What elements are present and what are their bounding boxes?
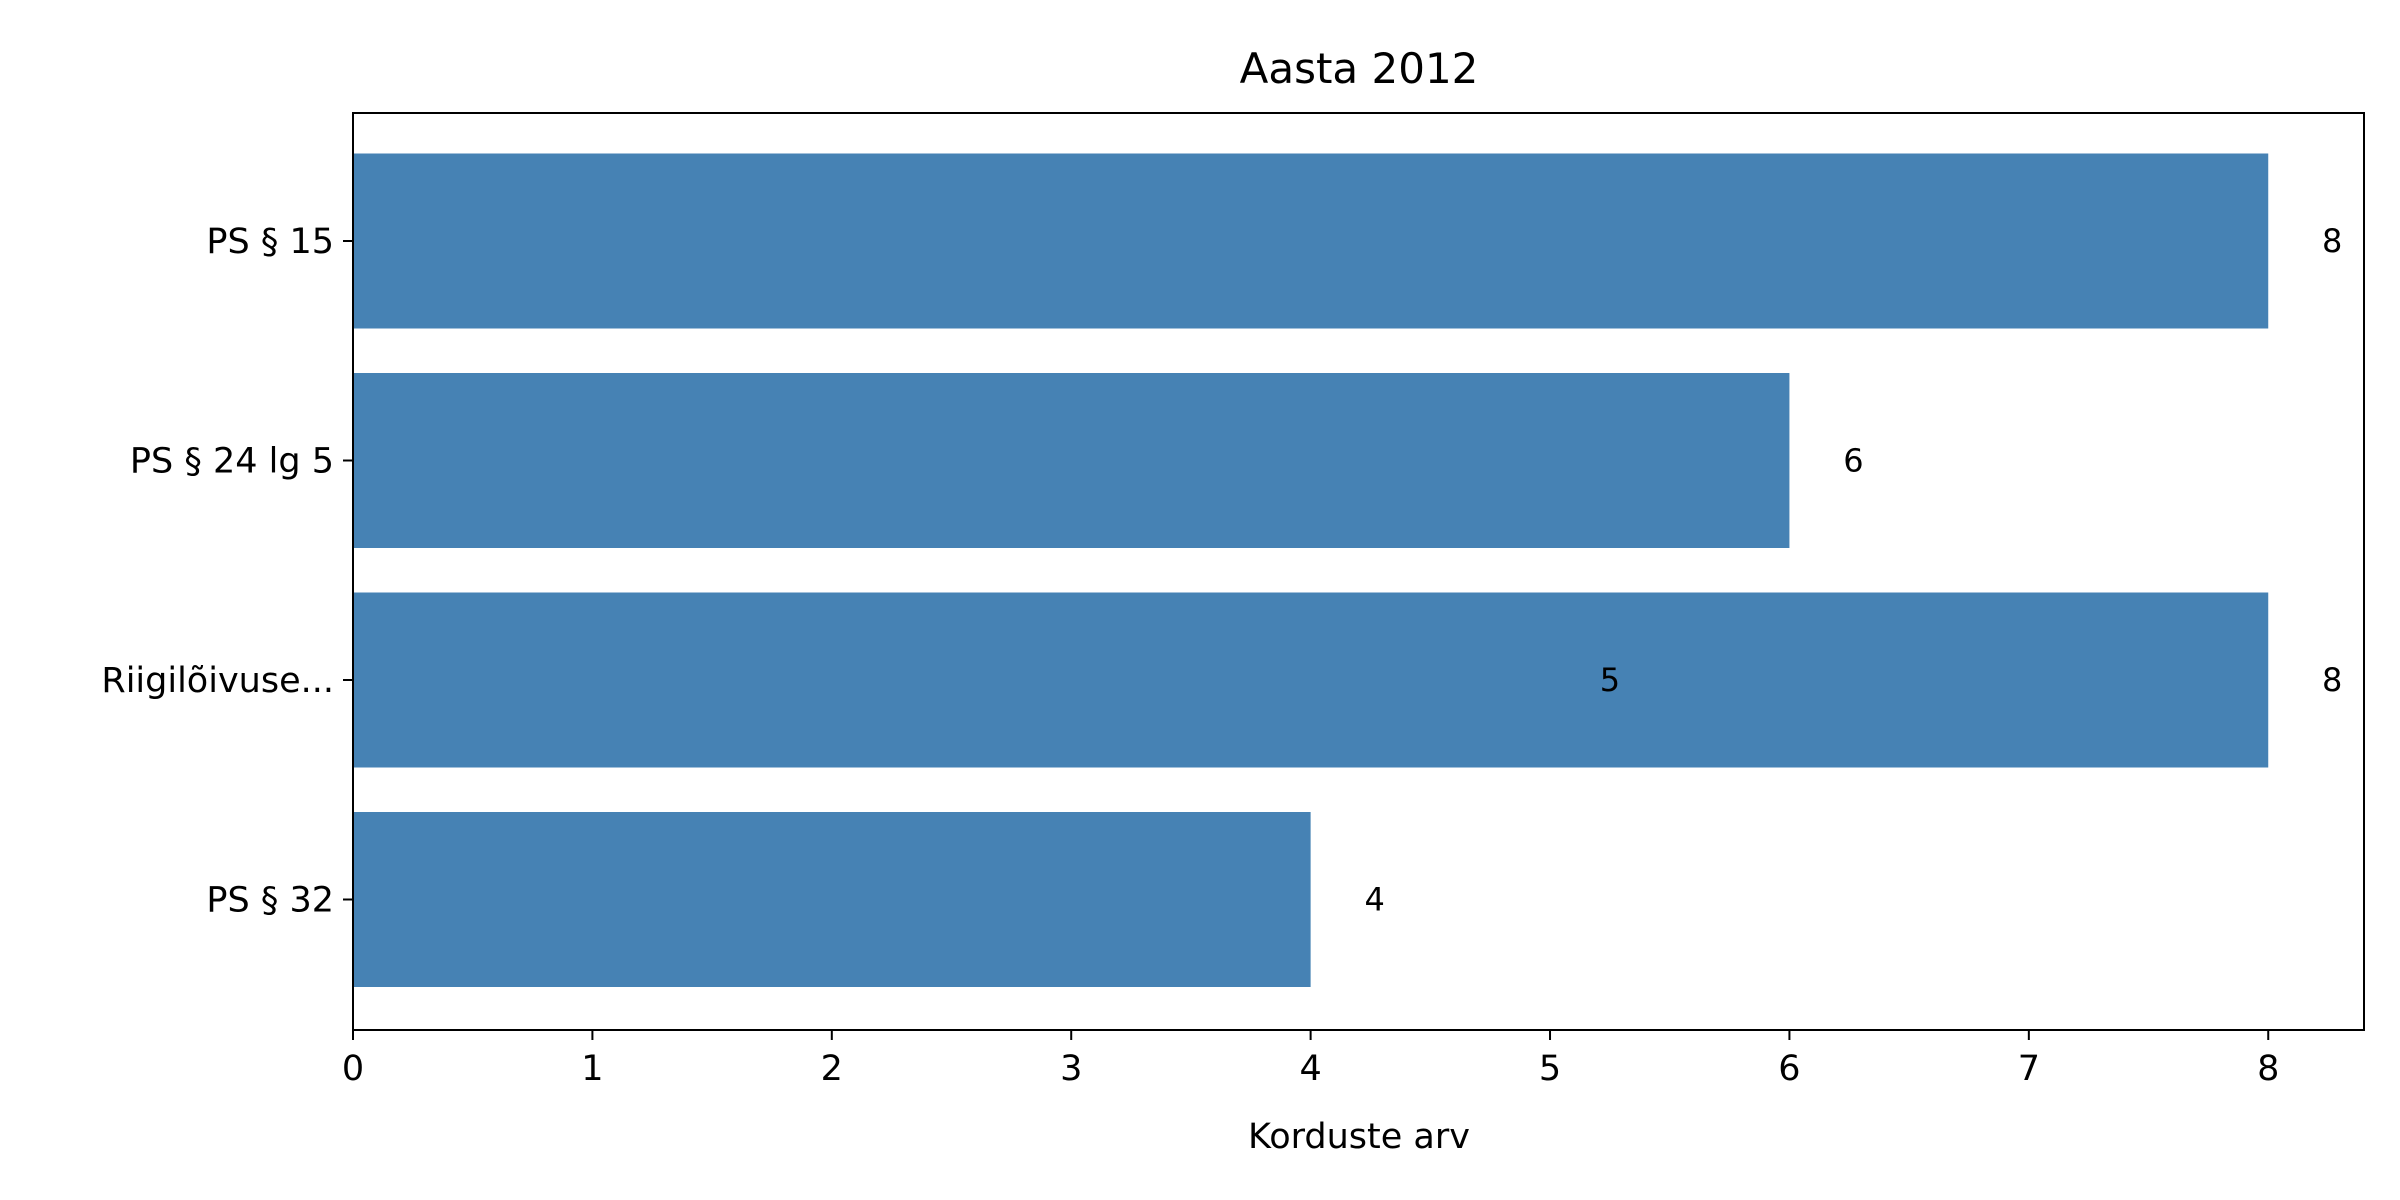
data-label: 6 [1843,442,1863,480]
data-labels-layer: 8 6 8 4 5 [1364,222,2342,919]
data-label: 8 [2322,222,2342,260]
x-tick-label: 2 [821,1049,843,1089]
bar [353,812,1311,987]
y-axis: PS § 15 PS § 24 lg 5 Riigilõivuse... PS § 3… [101,222,353,921]
x-axis: 0 1 2 3 4 5 6 7 8 [342,1030,2279,1089]
x-axis-label: Korduste arv [1248,1117,1470,1157]
annotation-label: 5 [1600,661,1620,699]
bar [353,153,2269,329]
x-tick-label: 8 [2257,1049,2279,1089]
y-tick-label: PS § 15 [206,222,334,262]
x-tick-label: 0 [342,1049,364,1089]
bar [353,592,2269,768]
x-tick-label: 6 [1778,1049,1800,1089]
x-tick-label: 1 [581,1049,603,1089]
y-tick-label: PS § 32 [206,881,334,921]
x-tick-label: 3 [1060,1049,1082,1089]
x-tick-label: 4 [1299,1049,1321,1089]
plot-frame [352,112,2365,1031]
chart-title: Aasta 2012 [1240,44,1479,93]
x-tick-label: 5 [1539,1049,1561,1089]
bars-layer [353,153,2269,987]
data-label: 4 [1364,881,1384,919]
bar [353,373,1790,548]
data-label: 8 [2322,661,2342,699]
x-tick-label: 7 [2018,1049,2040,1089]
y-tick-label: PS § 24 lg 5 [130,442,334,482]
y-tick-label: Riigilõivuse... [101,661,334,701]
